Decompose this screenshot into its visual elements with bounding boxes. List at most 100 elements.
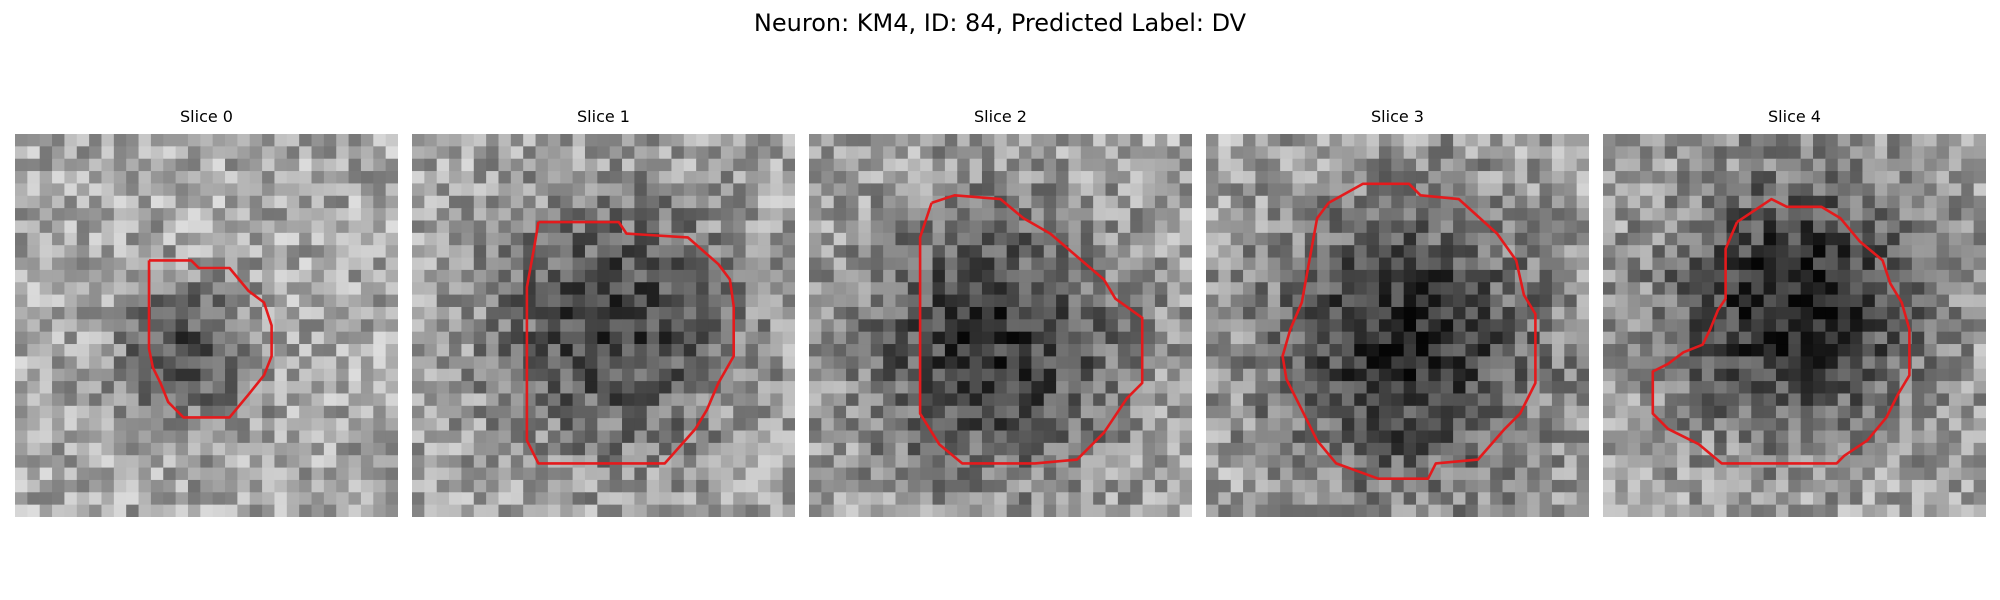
image-pixel bbox=[683, 208, 697, 222]
image-pixel bbox=[461, 344, 475, 357]
image-pixel bbox=[981, 306, 995, 320]
image-pixel bbox=[870, 232, 884, 246]
image-pixel bbox=[1714, 282, 1728, 296]
slice-title: Slice 1 bbox=[577, 107, 630, 126]
image-pixel bbox=[1341, 418, 1355, 432]
image-pixel bbox=[523, 430, 537, 444]
image-pixel bbox=[523, 418, 537, 432]
image-pixel bbox=[809, 381, 822, 395]
image-pixel bbox=[138, 195, 152, 209]
image-pixel bbox=[1788, 183, 1802, 197]
image-pixel bbox=[262, 331, 276, 345]
image-pixel bbox=[659, 368, 673, 382]
image-pixel bbox=[1664, 331, 1678, 345]
image-pixel bbox=[1751, 134, 1765, 147]
image-pixel bbox=[89, 208, 103, 222]
image-pixel bbox=[424, 479, 438, 493]
image-pixel bbox=[1813, 232, 1826, 246]
image-pixel bbox=[360, 479, 374, 493]
image-pixel bbox=[720, 467, 734, 481]
image-pixel bbox=[1911, 368, 1925, 382]
image-pixel bbox=[1056, 405, 1070, 419]
image-pixel bbox=[1230, 418, 1244, 432]
image-pixel bbox=[560, 381, 574, 395]
image-pixel bbox=[274, 467, 288, 481]
image-pixel bbox=[412, 381, 425, 395]
image-pixel bbox=[659, 331, 673, 345]
image-pixel bbox=[412, 331, 425, 345]
image-pixel bbox=[572, 368, 586, 382]
image-pixel bbox=[1490, 257, 1504, 271]
image-pixel bbox=[187, 344, 201, 357]
image-pixel bbox=[1354, 134, 1368, 147]
image-pixel bbox=[1477, 430, 1491, 444]
image-pixel bbox=[286, 171, 300, 185]
image-pixel bbox=[535, 232, 549, 246]
image-pixel bbox=[920, 171, 934, 185]
image-pixel bbox=[1576, 208, 1589, 222]
image-pixel bbox=[1267, 442, 1281, 456]
image-pixel bbox=[498, 368, 512, 382]
image-pixel bbox=[424, 442, 438, 456]
image-pixel bbox=[89, 344, 103, 357]
image-pixel bbox=[461, 245, 475, 259]
image-pixel bbox=[200, 232, 214, 246]
image-pixel bbox=[385, 208, 398, 222]
image-pixel bbox=[150, 245, 164, 259]
image-pixel bbox=[597, 232, 611, 246]
image-pixel bbox=[1056, 418, 1070, 432]
image-pixel bbox=[1887, 294, 1901, 308]
image-pixel bbox=[1378, 393, 1392, 407]
image-pixel bbox=[858, 183, 872, 197]
image-pixel bbox=[1689, 368, 1703, 382]
image-pixel bbox=[1019, 134, 1032, 147]
image-pixel bbox=[659, 504, 673, 517]
image-pixel bbox=[659, 356, 673, 370]
image-pixel bbox=[833, 331, 847, 345]
image-pixel bbox=[510, 430, 524, 444]
image-pixel bbox=[846, 306, 860, 320]
image-pixel bbox=[1837, 134, 1851, 147]
image-pixel bbox=[1056, 208, 1070, 222]
image-pixel bbox=[1117, 504, 1131, 517]
image-pixel bbox=[360, 134, 374, 147]
image-pixel bbox=[1961, 442, 1975, 456]
image-pixel bbox=[858, 245, 872, 259]
image-pixel bbox=[1416, 232, 1429, 246]
image-pixel bbox=[15, 245, 28, 259]
image-pixel bbox=[39, 183, 53, 197]
image-pixel bbox=[770, 171, 784, 185]
image-pixel bbox=[1539, 294, 1553, 308]
image-pixel bbox=[1267, 208, 1281, 222]
image-pixel bbox=[1576, 195, 1589, 209]
image-pixel bbox=[1551, 479, 1565, 493]
image-pixel bbox=[348, 479, 362, 493]
image-pixel bbox=[311, 356, 325, 370]
image-pixel bbox=[1603, 294, 1616, 308]
image-pixel bbox=[1514, 344, 1528, 357]
image-pixel bbox=[461, 368, 475, 382]
image-pixel bbox=[449, 208, 463, 222]
image-pixel bbox=[1714, 442, 1728, 456]
image-pixel bbox=[89, 479, 103, 493]
image-pixel bbox=[200, 504, 214, 517]
image-pixel bbox=[126, 146, 140, 160]
image-pixel bbox=[1603, 356, 1616, 370]
image-pixel bbox=[1080, 319, 1094, 333]
image-pixel bbox=[1924, 393, 1938, 407]
image-pixel bbox=[1056, 158, 1070, 172]
image-pixel bbox=[870, 294, 884, 308]
image-pixel bbox=[1243, 381, 1257, 395]
image-pixel bbox=[969, 381, 983, 395]
image-pixel bbox=[1973, 257, 1986, 271]
image-pixel bbox=[1068, 183, 1082, 197]
image-pixel bbox=[1167, 455, 1181, 469]
image-pixel bbox=[1403, 294, 1417, 308]
image-pixel bbox=[1031, 467, 1045, 481]
image-pixel bbox=[262, 430, 276, 444]
image-pixel bbox=[286, 393, 300, 407]
image-pixel bbox=[1514, 146, 1528, 160]
image-pixel bbox=[1615, 208, 1629, 222]
image-pixel bbox=[1243, 393, 1257, 407]
image-pixel bbox=[1179, 220, 1192, 234]
